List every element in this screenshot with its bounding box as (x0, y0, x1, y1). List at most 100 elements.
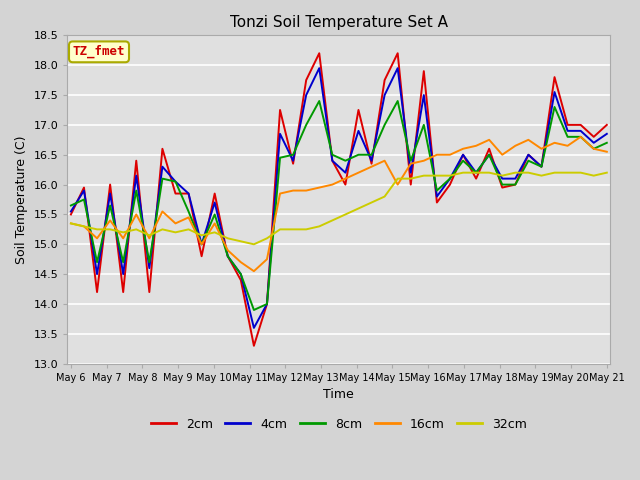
16cm (316, 185, 323, 191)
16cm (525, 137, 532, 143)
8cm (93, 259, 101, 265)
16cm (132, 212, 140, 217)
8cm (420, 122, 428, 128)
32cm (328, 217, 336, 223)
2cm (211, 191, 218, 196)
2cm (145, 289, 153, 295)
2cm (446, 182, 454, 188)
4cm (407, 170, 415, 176)
4cm (564, 128, 572, 134)
8cm (159, 176, 166, 181)
32cm (433, 173, 441, 179)
16cm (80, 224, 88, 229)
32cm (80, 224, 88, 229)
4cm (511, 176, 519, 181)
8cm (459, 158, 467, 164)
4cm (276, 131, 284, 137)
8cm (394, 98, 401, 104)
32cm (132, 227, 140, 232)
2cm (355, 107, 362, 113)
32cm (172, 229, 179, 235)
32cm (420, 173, 428, 179)
8cm (564, 134, 572, 140)
2cm (119, 289, 127, 295)
16cm (198, 241, 205, 247)
32cm (198, 232, 205, 238)
8cm (145, 259, 153, 265)
8cm (289, 152, 297, 157)
32cm (550, 170, 558, 176)
4cm (590, 140, 598, 145)
4cm (577, 128, 584, 134)
16cm (368, 164, 376, 169)
32cm (564, 170, 572, 176)
4cm (381, 92, 388, 98)
2cm (198, 253, 205, 259)
4cm (224, 253, 232, 259)
16cm (499, 152, 506, 157)
8cm (550, 104, 558, 110)
16cm (185, 215, 193, 220)
2cm (538, 164, 545, 169)
32cm (263, 236, 271, 241)
2cm (525, 152, 532, 157)
8cm (211, 212, 218, 217)
32cm (525, 170, 532, 176)
2cm (550, 74, 558, 80)
8cm (276, 155, 284, 161)
16cm (550, 140, 558, 145)
16cm (302, 188, 310, 193)
4cm (211, 200, 218, 205)
16cm (381, 158, 388, 164)
2cm (499, 185, 506, 191)
8cm (603, 140, 611, 145)
16cm (407, 161, 415, 167)
8cm (224, 253, 232, 259)
8cm (198, 241, 205, 247)
16cm (420, 158, 428, 164)
8cm (511, 182, 519, 188)
4cm (198, 241, 205, 247)
16cm (433, 152, 441, 157)
16cm (250, 268, 258, 274)
4cm (159, 164, 166, 169)
Line: 32cm: 32cm (71, 173, 607, 244)
8cm (525, 158, 532, 164)
32cm (250, 241, 258, 247)
32cm (407, 176, 415, 181)
32cm (499, 173, 506, 179)
4cm (499, 176, 506, 181)
2cm (185, 191, 193, 196)
4cm (289, 158, 297, 164)
16cm (577, 134, 584, 140)
8cm (119, 259, 127, 265)
16cm (237, 259, 244, 265)
8cm (67, 203, 75, 208)
16cm (538, 146, 545, 152)
16cm (263, 256, 271, 262)
2cm (80, 185, 88, 191)
4cm (446, 176, 454, 181)
4cm (67, 209, 75, 215)
4cm (603, 131, 611, 137)
16cm (328, 182, 336, 188)
Legend: 2cm, 4cm, 8cm, 16cm, 32cm: 2cm, 4cm, 8cm, 16cm, 32cm (146, 413, 532, 436)
2cm (381, 77, 388, 83)
32cm (145, 232, 153, 238)
2cm (172, 191, 179, 196)
32cm (342, 212, 349, 217)
32cm (106, 227, 114, 232)
4cm (328, 158, 336, 164)
4cm (237, 271, 244, 277)
32cm (237, 239, 244, 244)
16cm (603, 149, 611, 155)
32cm (577, 170, 584, 176)
8cm (302, 122, 310, 128)
2cm (394, 50, 401, 56)
8cm (407, 158, 415, 164)
32cm (472, 170, 480, 176)
4cm (132, 173, 140, 179)
2cm (564, 122, 572, 128)
16cm (276, 191, 284, 196)
2cm (316, 50, 323, 56)
